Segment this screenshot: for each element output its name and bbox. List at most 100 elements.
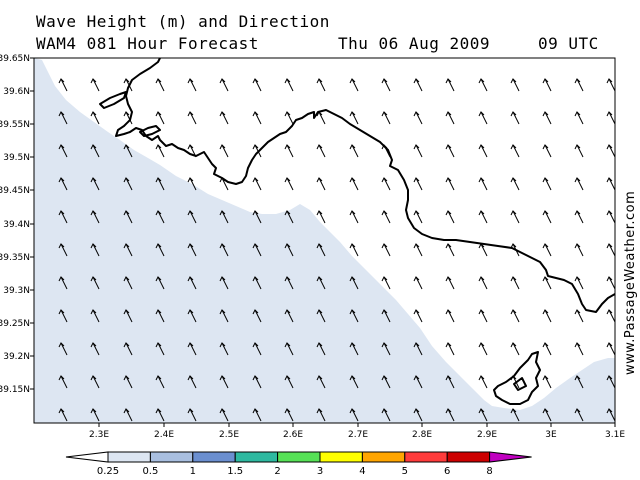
legend-label: 0.5 — [142, 466, 158, 477]
wave-arrow — [413, 78, 423, 92]
wave-arrow — [252, 408, 262, 422]
wave-arrow — [90, 177, 100, 191]
chart-title: Wave Height (m) and Direction — [36, 12, 330, 31]
wave-arrow — [542, 342, 552, 356]
wave-arrow — [413, 309, 423, 323]
wave-arrow — [90, 210, 100, 224]
wave-arrow — [445, 243, 455, 257]
wave-arrow — [542, 177, 552, 191]
lon-tick-label: 2.8E — [412, 430, 432, 440]
lat-tick-label: 39.5N — [3, 153, 30, 163]
wave-arrow — [478, 210, 488, 224]
wave-arrow — [155, 177, 165, 191]
wave-arrow — [58, 177, 68, 191]
wave-arrow — [574, 177, 584, 191]
wave-arrow — [510, 78, 520, 92]
wave-arrow — [90, 408, 100, 422]
wave-arrow — [316, 78, 326, 92]
wave-arrow — [155, 243, 165, 257]
lat-tick-label: 39.4N — [3, 220, 30, 230]
wave-arrow — [316, 375, 326, 389]
forecast-time: 09 UTC — [538, 34, 599, 53]
wave-arrow — [349, 243, 359, 257]
wave-arrow — [510, 144, 520, 158]
wave-arrow — [381, 243, 391, 257]
wave-arrow — [510, 276, 520, 290]
wave-arrow — [155, 111, 165, 125]
wave-arrow — [123, 210, 133, 224]
wave-arrow — [187, 177, 197, 191]
lon-tick-label: 2.6E — [283, 430, 303, 440]
wave-arrow — [219, 144, 229, 158]
wave-arrow — [90, 309, 100, 323]
wave-arrow — [445, 342, 455, 356]
wave-arrow — [445, 111, 455, 125]
wave-arrow — [445, 177, 455, 191]
wave-arrow — [574, 210, 584, 224]
wave-arrow — [542, 210, 552, 224]
wave-arrow — [413, 111, 423, 125]
wave-arrow — [445, 375, 455, 389]
wave-arrow — [606, 342, 615, 356]
wave-arrow — [284, 309, 294, 323]
wave-arrow — [58, 210, 68, 224]
legend-swatch — [319, 451, 363, 463]
wave-arrow — [413, 342, 423, 356]
wave-arrow — [58, 309, 68, 323]
lon-tick-label: 2.9E — [477, 430, 497, 440]
wave-arrow — [316, 342, 326, 356]
coastline — [99, 58, 615, 405]
wave-arrow — [284, 276, 294, 290]
wave-arrow — [219, 408, 229, 422]
legend-swatch — [404, 451, 448, 463]
wave-arrow — [413, 243, 423, 257]
wave-arrow — [510, 243, 520, 257]
wave-arrow — [510, 111, 520, 125]
wave-arrow — [187, 342, 197, 356]
wave-arrow — [445, 210, 455, 224]
wave-arrow — [90, 375, 100, 389]
wave-arrow — [510, 408, 520, 422]
wave-arrow — [413, 210, 423, 224]
wave-arrow — [381, 210, 391, 224]
legend-label: 3 — [317, 466, 323, 477]
lon-tick-label: 3.1E — [605, 430, 625, 440]
wave-arrow — [542, 408, 552, 422]
lat-tick-label: 39.65N — [0, 54, 30, 64]
wave-arrow — [155, 276, 165, 290]
forecast-date: Thu 06 Aug 2009 — [338, 34, 490, 53]
wave-arrow — [478, 309, 488, 323]
wave-arrow — [187, 144, 197, 158]
wave-arrow — [187, 111, 197, 125]
wave-arrow — [90, 342, 100, 356]
wave-arrow — [187, 309, 197, 323]
legend-swatch — [446, 451, 491, 463]
wave-arrow — [349, 111, 359, 125]
wave-arrow — [123, 276, 133, 290]
wave-arrow — [542, 144, 552, 158]
wave-arrow — [284, 78, 294, 92]
wave-arrow — [478, 276, 488, 290]
wave-arrow — [252, 243, 262, 257]
wave-arrow — [252, 111, 262, 125]
wave-arrow — [252, 78, 262, 92]
wave-arrow — [413, 276, 423, 290]
wave-arrow — [284, 342, 294, 356]
wave-arrow — [90, 111, 100, 125]
wave-arrow — [445, 276, 455, 290]
wave-arrow — [574, 309, 584, 323]
wave-arrow — [316, 177, 326, 191]
wave-arrow — [349, 177, 359, 191]
wave-arrow — [606, 210, 615, 224]
wave-arrow — [445, 144, 455, 158]
legend-label: 6 — [444, 466, 450, 477]
lon-tick-label: 2.3E — [89, 430, 109, 440]
legend-label: 4 — [359, 466, 365, 477]
lon-tick-label: 2.4E — [154, 430, 174, 440]
wave-arrow — [123, 111, 133, 125]
wave-arrow — [187, 408, 197, 422]
wave-arrow — [284, 111, 294, 125]
wave-arrow — [219, 309, 229, 323]
wave-arrow — [542, 309, 552, 323]
wave-arrow — [381, 177, 391, 191]
